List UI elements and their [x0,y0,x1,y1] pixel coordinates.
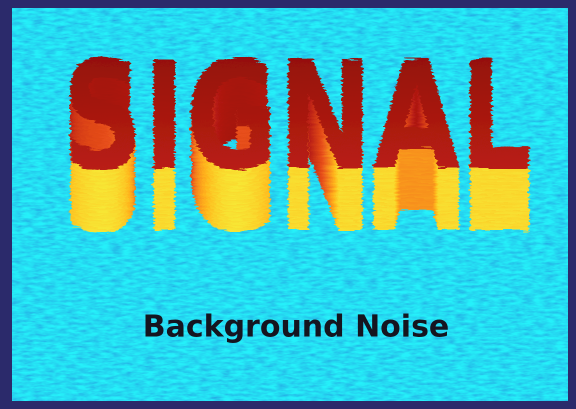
title-extrusion: SIGNAL [62,36,532,210]
title-extrusion: SIGNAL [62,88,532,262]
title-extrusion: SIGNAL [62,80,532,254]
title-extrusion: SIGNAL [62,68,532,242]
title-extrusion: SIGNAL [62,64,532,238]
background-noise [12,8,568,401]
title: SIGNAL [62,30,532,204]
title-extrusion: SIGNAL [62,48,532,222]
title-extrusion: SIGNAL [62,92,532,266]
title-extrusion: SIGNAL [62,40,532,214]
title-extrusion: SIGNAL [62,52,532,226]
signal-group: SIGNALSIGNALSIGNALSIGNALSIGNALSIGNALSIGN… [62,30,532,266]
title-extrusion: SIGNAL [62,72,532,246]
title-extrusion: SIGNAL [62,56,532,230]
title-extrusion: SIGNAL [62,76,532,250]
title-extrusion: SIGNAL [62,44,532,218]
title-extrusion: SIGNAL [62,32,532,206]
title-extrusion: SIGNAL [62,60,532,234]
title-extrusion: SIGNAL [62,84,532,258]
caption: Background Noise [143,310,450,345]
